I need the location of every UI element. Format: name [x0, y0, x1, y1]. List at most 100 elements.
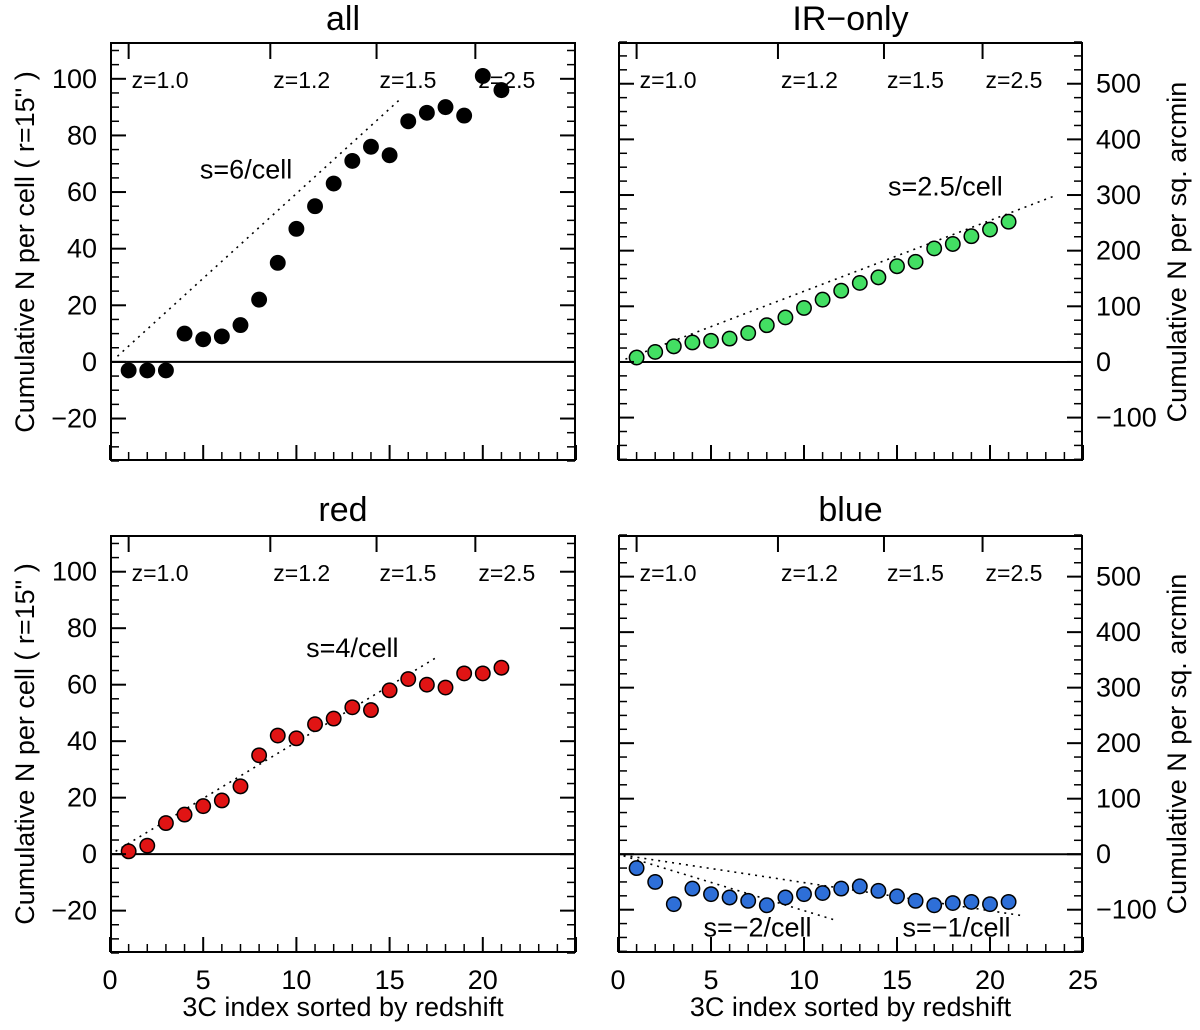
plot-frame	[110, 535, 576, 953]
panel-title-all: all	[325, 0, 361, 38]
x-tick-label: 20	[975, 965, 1005, 995]
redshift-label: z=1.2	[781, 67, 838, 93]
slope-annotation: s=4/cell	[306, 633, 398, 663]
data-point	[493, 82, 510, 99]
x-tick-label: 5	[703, 965, 718, 995]
slope-guide-line	[116, 98, 402, 357]
data-point	[833, 880, 850, 897]
data-point	[870, 269, 887, 286]
data-point	[325, 710, 342, 727]
data-point	[269, 727, 286, 744]
panel-title-red: red	[318, 491, 368, 529]
data-point	[195, 798, 212, 815]
data-point	[493, 659, 510, 676]
redshift-label: z=2.5	[478, 67, 535, 93]
slope-annotation: s=−2/cell	[703, 912, 811, 942]
data-point	[851, 878, 868, 895]
y-tick-label: 500	[1096, 69, 1141, 99]
y-tick-label: 80	[67, 613, 97, 643]
data-point	[703, 886, 719, 903]
right-axis-label-bottom: Cumulative N per sq. arcmin	[1162, 573, 1192, 915]
data-point	[195, 331, 212, 348]
redshift-label: z=1.5	[887, 67, 944, 93]
x-tick-label: 0	[610, 965, 625, 995]
y-tick-label: −100	[1096, 403, 1157, 433]
data-point	[1000, 213, 1017, 230]
y-tick-label: 0	[82, 347, 97, 377]
data-point	[288, 730, 305, 747]
redshift-label: z=2.5	[986, 560, 1043, 586]
y-tick-label: 20	[67, 783, 97, 813]
y-tick-label: 100	[52, 64, 97, 94]
x-tick-label: 10	[281, 965, 311, 995]
data-point	[851, 274, 868, 291]
x-tick-label: 25	[1068, 965, 1098, 995]
y-tick-label: 80	[67, 120, 97, 150]
data-point	[139, 362, 156, 379]
redshift-label: z=2.5	[478, 560, 535, 586]
left-axis-label-top: Cumulative N per cell ( r=15" )	[10, 71, 40, 433]
redshift-label: z=1.2	[781, 560, 838, 586]
data-point	[288, 220, 305, 237]
data-point	[213, 792, 230, 809]
y-tick-label: 300	[1096, 180, 1141, 210]
slope-annotation: s=−1/cell	[902, 912, 1010, 942]
slope-guide-line	[625, 194, 1058, 360]
data-point	[684, 334, 701, 351]
plot-panel-red: s=4/cell 0 5 10 15 20 −20 0 20 40 60 80 100 z=1.0 z=1.…	[51, 535, 577, 995]
data-point	[344, 152, 361, 169]
data-point	[647, 873, 664, 890]
left-axis-label-bottom: Cumulative N per cell ( r=15" )	[10, 563, 40, 925]
data-point	[157, 815, 174, 832]
x-axis-label-right: 3C index sorted by redshift	[689, 992, 1012, 1022]
x-tick-label: 5	[196, 965, 211, 995]
data-point	[833, 282, 850, 299]
slope-annotation: s=2.5/cell	[888, 172, 1003, 202]
slope-annotation: s=6/cell	[200, 154, 292, 184]
data-point	[456, 107, 473, 124]
data-point	[926, 240, 943, 257]
data-point	[120, 362, 137, 379]
right-axis-label-top: Cumulative N per sq. arcmin	[1162, 81, 1192, 423]
data-point	[758, 317, 775, 334]
redshift-label: z=1.0	[640, 560, 697, 586]
y-tick-label: 0	[1096, 839, 1111, 869]
data-point	[307, 198, 323, 215]
data-point	[418, 676, 435, 693]
data-point	[814, 885, 831, 901]
data-point	[684, 880, 701, 897]
y-tick-label: 40	[67, 234, 97, 264]
plot-panel-blue: s=−2/cell s=−1/cell 0 5 10 15 20 25 −100 0 100 200 3…	[610, 534, 1157, 995]
data-point	[437, 679, 454, 696]
data-point	[721, 889, 738, 906]
slope-guide-line	[623, 855, 834, 921]
y-tick-label: −20	[51, 404, 97, 434]
redshift-label: z=1.5	[380, 67, 437, 93]
data-point	[889, 258, 905, 275]
redshift-label: z=1.0	[132, 67, 189, 93]
panel-title-ir-only: IR−only	[792, 0, 909, 38]
data-point	[139, 837, 156, 854]
y-tick-label: 100	[52, 557, 97, 587]
data-point	[982, 221, 998, 238]
data-point	[307, 716, 323, 733]
data-point	[870, 882, 887, 899]
y-tick-label: −20	[51, 896, 97, 926]
data-point	[232, 317, 249, 334]
data-point	[474, 68, 491, 84]
data-point	[889, 888, 905, 905]
data-point	[814, 291, 831, 308]
data-point	[963, 893, 980, 910]
y-tick-label: 400	[1096, 617, 1141, 647]
data-point	[703, 332, 719, 349]
plot-frame	[618, 42, 1083, 461]
redshift-label: z=1.5	[887, 560, 944, 586]
y-tick-label: −100	[1096, 895, 1157, 925]
data-point	[944, 236, 961, 252]
redshift-label: z=2.5	[986, 67, 1043, 93]
redshift-label: z=1.2	[273, 560, 330, 586]
data-point	[251, 291, 268, 308]
x-tick-label: 15	[882, 965, 912, 995]
data-point	[456, 665, 473, 682]
